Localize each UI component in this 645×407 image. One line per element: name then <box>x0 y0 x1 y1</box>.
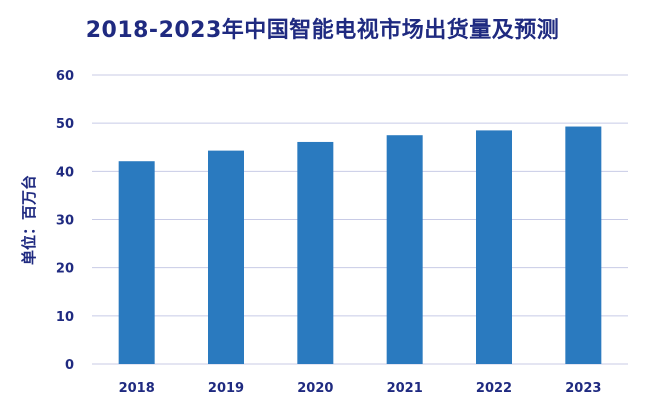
x-tick-label: 2021 <box>387 381 423 396</box>
y-tick-label: 50 <box>56 117 74 132</box>
bar-2023 <box>565 126 602 364</box>
y-axis-label: 单位：百万台 <box>20 175 38 265</box>
x-tick-label: 2019 <box>208 381 244 396</box>
bar-2021 <box>386 135 423 364</box>
y-tick-label: 30 <box>56 214 74 229</box>
x-tick-label: 2020 <box>297 381 333 396</box>
x-tick-label: 2022 <box>476 381 512 396</box>
y-tick-label: 10 <box>56 310 74 325</box>
y-tick-label: 0 <box>65 358 74 373</box>
y-tick-label: 60 <box>56 69 74 84</box>
x-tick-label: 2018 <box>119 381 155 396</box>
bar-2022 <box>476 130 512 364</box>
chart-title: 2018-2023年中国智能电视市场出货量及预测 <box>85 18 560 43</box>
x-tick-label: 2023 <box>565 381 601 396</box>
bar-2020 <box>297 141 334 364</box>
y-tick-label: 20 <box>56 262 74 277</box>
bar-2018 <box>118 161 155 364</box>
bar-2019 <box>208 150 244 364</box>
y-tick-label: 40 <box>56 165 74 180</box>
